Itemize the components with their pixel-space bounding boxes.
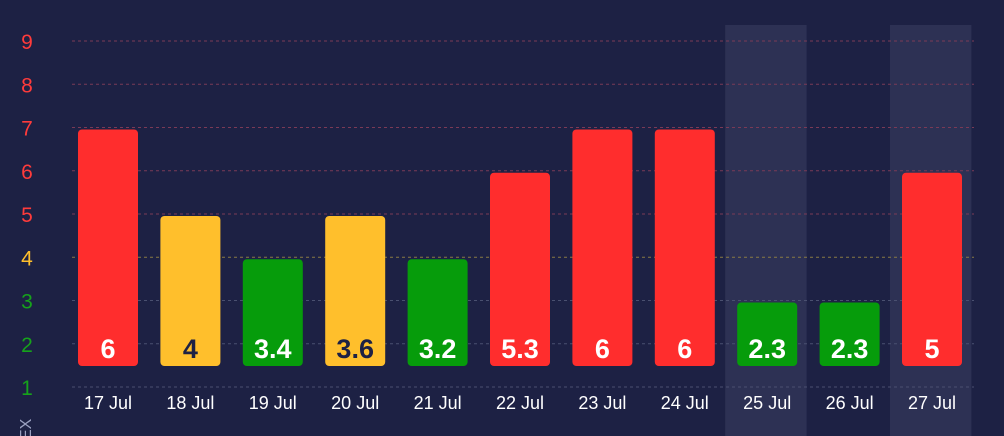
bar-21-jul	[407, 259, 468, 366]
y-tick-label-6: 6	[21, 161, 33, 184]
data-label-23-jul: 6	[595, 334, 610, 364]
bar-22-jul	[490, 172, 550, 366]
bar-25-jul	[737, 302, 798, 366]
data-label-22-jul: 5.3	[501, 334, 539, 364]
data-label-19-jul: 3.4	[254, 334, 292, 364]
x-tick-label-25-jul: 25 Jul	[743, 393, 791, 413]
highlight-band-25-jul	[725, 25, 807, 436]
x-tick-label-27-jul: 27 Jul	[908, 393, 956, 413]
x-tick-label-22-jul: 22 Jul	[496, 393, 544, 413]
x-tick-label-23-jul: 23 Jul	[578, 393, 626, 413]
x-tick-label-20-jul: 20 Jul	[331, 393, 379, 413]
x-tick-label-18-jul: 18 Jul	[166, 393, 214, 413]
y-tick-label-4: 4	[21, 247, 33, 270]
bar-24-jul	[654, 129, 715, 366]
bar-17-jul	[78, 129, 138, 366]
bar-26-jul	[819, 302, 880, 366]
data-label-21-jul: 3.2	[419, 334, 457, 364]
y-tick-label-7: 7	[21, 118, 33, 141]
x-tick-label-21-jul: 21 Jul	[414, 393, 462, 413]
data-label-27-jul: 5	[924, 334, 939, 364]
data-label-18-jul: 4	[183, 334, 198, 364]
data-label-20-jul: 3.6	[336, 334, 374, 364]
bar-20-jul	[325, 216, 386, 366]
y-tick-label-2: 2	[21, 334, 33, 357]
x-tick-label-24-jul: 24 Jul	[661, 393, 709, 413]
x-tick-label-26-jul: 26 Jul	[826, 393, 874, 413]
x-tick-label-19-jul: 19 Jul	[249, 393, 297, 413]
x-tick-label-17-jul: 17 Jul	[84, 393, 132, 413]
bar-27-jul	[902, 172, 962, 366]
bar-18-jul	[160, 216, 221, 366]
y-tick-label-8: 8	[21, 74, 33, 97]
data-label-25-jul: 2.3	[748, 334, 786, 364]
y-tick-label-9: 9	[21, 31, 33, 54]
data-label-24-jul: 6	[677, 334, 692, 364]
data-label-26-jul: 2.3	[831, 334, 869, 364]
bar-19-jul	[242, 259, 303, 366]
y-tick-label-3: 3	[21, 291, 33, 314]
y-tick-label-1: 1	[21, 377, 33, 400]
bar-23-jul	[572, 129, 633, 366]
data-label-17-jul: 6	[100, 334, 115, 364]
y-tick-label-5: 5	[21, 204, 33, 227]
y-axis-title: EX	[18, 418, 35, 436]
